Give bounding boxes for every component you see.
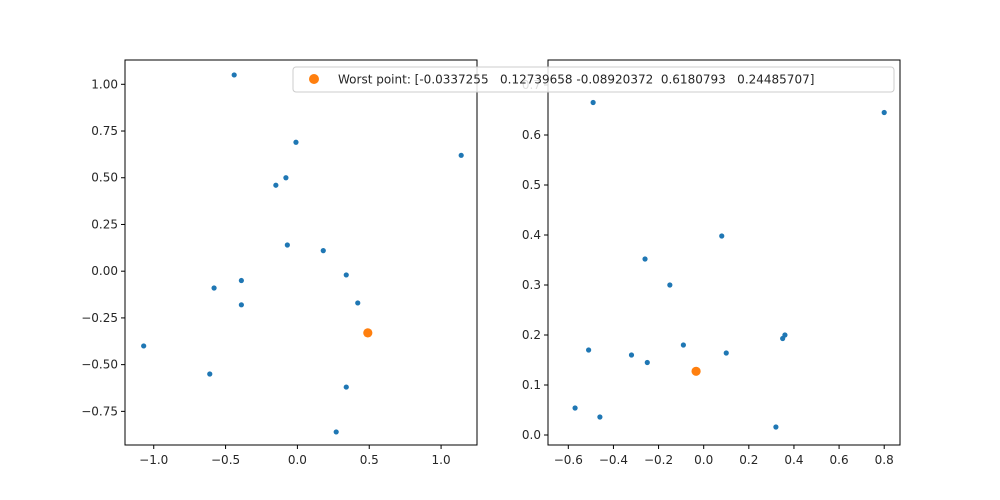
left-data-point bbox=[355, 300, 361, 306]
left-y-tick-label: 0.00 bbox=[91, 264, 118, 278]
left-worst-point bbox=[363, 328, 373, 338]
left-data-point bbox=[231, 72, 237, 78]
right-data-point bbox=[773, 424, 779, 430]
right-x-tick-label: 0.4 bbox=[784, 453, 803, 467]
right-x-tick-label: −0.4 bbox=[599, 453, 628, 467]
left-data-point bbox=[320, 248, 326, 254]
right-x-tick-label: 0.2 bbox=[739, 453, 758, 467]
left-x-tick-label: −0.5 bbox=[211, 453, 240, 467]
right-data-point bbox=[590, 99, 596, 106]
right-data-point bbox=[642, 256, 648, 262]
right-y-tick-label: 0.5 bbox=[522, 178, 541, 192]
left-y-tick-label: 0.25 bbox=[91, 217, 118, 231]
right-data-point bbox=[680, 342, 686, 348]
left-x-tick-label: 0.0 bbox=[288, 453, 307, 467]
left-y-tick-label: −0.25 bbox=[81, 311, 118, 325]
right-x-tick-label: −0.6 bbox=[554, 453, 583, 467]
right-data-point bbox=[881, 109, 887, 116]
left-y-tick-label: −0.50 bbox=[81, 358, 118, 372]
right-data-point bbox=[586, 347, 592, 353]
right-worst-point bbox=[691, 366, 701, 376]
right-data-point bbox=[628, 352, 635, 358]
left-data-point bbox=[343, 272, 349, 278]
right-y-tick-label: 0.1 bbox=[522, 378, 541, 392]
left-x-tick-label: 1.0 bbox=[432, 453, 451, 467]
right-data-point bbox=[597, 414, 603, 420]
left-data-point bbox=[273, 182, 279, 188]
right-y-tick-label: 0.6 bbox=[522, 128, 541, 142]
right-data-point bbox=[644, 359, 650, 366]
right-y-tick-label: 0.2 bbox=[522, 328, 541, 342]
legend-worst-point-marker bbox=[309, 74, 319, 84]
right-data-point bbox=[723, 350, 729, 356]
right-y-tick-label: 0.4 bbox=[522, 228, 541, 242]
right-x-tick-label: −0.2 bbox=[644, 453, 673, 467]
left-data-point bbox=[141, 343, 147, 349]
right-data-point bbox=[572, 405, 578, 411]
left-y-tick-label: −0.75 bbox=[81, 404, 118, 418]
left-axes-frame bbox=[124, 59, 478, 446]
left-scatter-plot: −1.0 −0.5 0.0 0.5 1.0 −0.75 −0.50 −0.25 0.00 0.25… bbox=[81, 59, 478, 467]
right-data-point bbox=[667, 282, 673, 288]
left-data-point bbox=[284, 242, 290, 248]
left-y-tick-label: 1.00 bbox=[91, 77, 118, 91]
left-data-point bbox=[238, 277, 244, 284]
left-x-tick-label: 0.5 bbox=[360, 453, 379, 467]
right-y-tick-label: 0.0 bbox=[522, 428, 541, 442]
left-data-point bbox=[293, 139, 299, 145]
left-data-point bbox=[283, 175, 289, 181]
left-data-point bbox=[458, 152, 464, 158]
legend-box bbox=[292, 66, 895, 93]
right-x-tick-label: 0.8 bbox=[875, 453, 894, 467]
left-data-point bbox=[343, 384, 349, 390]
right-y-tick-label: 0.3 bbox=[522, 278, 541, 292]
left-y-tick-label: 0.75 bbox=[91, 124, 118, 138]
left-data-point bbox=[207, 371, 213, 377]
legend: Worst point: [-0.0337255 0.12739658 -0.0… bbox=[292, 66, 895, 93]
right-x-tick-label: 0.6 bbox=[830, 453, 849, 467]
right-data-point bbox=[780, 335, 786, 342]
left-y-tick-label: 0.50 bbox=[91, 171, 118, 185]
left-data-point bbox=[211, 285, 217, 291]
legend-label: Worst point: [-0.0337255 0.12739658 -0.0… bbox=[338, 73, 814, 87]
right-data-point bbox=[719, 233, 725, 239]
left-data-point bbox=[333, 429, 339, 435]
right-axes-frame bbox=[547, 59, 901, 446]
left-x-tick-label: −1.0 bbox=[139, 453, 168, 467]
left-data-point bbox=[238, 302, 244, 308]
right-x-tick-label: 0.0 bbox=[694, 453, 713, 467]
